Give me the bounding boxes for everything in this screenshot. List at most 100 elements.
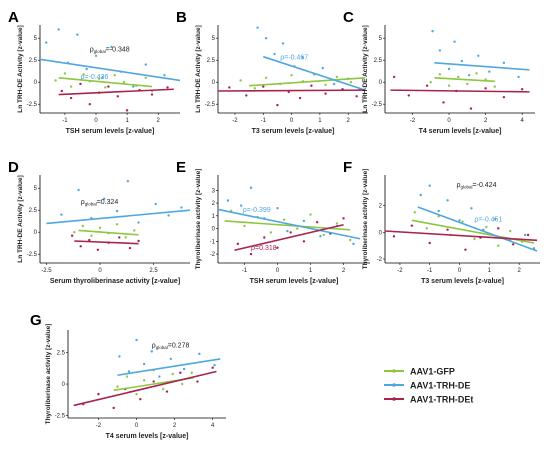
- x-tick-label: 2: [173, 423, 177, 429]
- rho-subscript: global: [156, 345, 168, 350]
- data-point: [133, 229, 136, 232]
- data-point: [57, 28, 60, 31]
- y-tick-label: -1: [210, 239, 216, 245]
- x-tick-label: -1: [427, 268, 433, 274]
- panel-letter: G: [30, 312, 42, 329]
- y-tick-label: 2: [212, 201, 216, 207]
- y-axis-label: Ln TRH-DE Activity [z-value]: [17, 25, 24, 113]
- panel-letter: C: [343, 9, 354, 26]
- data-point: [158, 375, 161, 378]
- data-point: [286, 229, 289, 233]
- x-axis-label: T3 serum levels [z-value]: [421, 278, 504, 285]
- data-point: [103, 197, 106, 200]
- data-point: [335, 75, 339, 79]
- data-point: [310, 84, 313, 87]
- y-tick-label: 3: [212, 188, 216, 194]
- legend-marker: [392, 369, 396, 373]
- data-point: [226, 199, 230, 202]
- y-axis-label: Thyroliberinase activity [z-value]: [362, 169, 369, 270]
- data-point: [115, 209, 119, 213]
- data-point: [520, 88, 524, 91]
- data-point: [135, 392, 138, 396]
- regression-line: [234, 223, 344, 252]
- chart-panel-f: F -2 -1 0 1 2 -2 0 2 T3 serum levels [z-value] Thy…: [343, 159, 540, 285]
- data-point: [150, 350, 153, 353]
- legend-label: AAV1-TRH-DE: [410, 381, 470, 391]
- data-point: [124, 236, 127, 239]
- chart-panel-g: G -2 0 2 4 -2.5 0 2.5 T4 serum levels [z-value] T…: [30, 312, 226, 440]
- data-point: [152, 380, 155, 383]
- data-point: [139, 397, 142, 401]
- data-point: [73, 231, 76, 234]
- y-tick-label: 2.5: [207, 58, 216, 64]
- regression-line: [46, 209, 191, 225]
- y-tick-label: -2.5: [55, 413, 66, 419]
- data-point: [79, 82, 82, 86]
- data-point: [81, 224, 85, 228]
- x-tick-label: -1: [242, 268, 248, 274]
- data-point: [502, 61, 506, 65]
- data-point: [447, 84, 451, 87]
- rho-annotation: ρ=0.318: [251, 245, 277, 252]
- data-point: [467, 73, 471, 77]
- data-point: [166, 86, 169, 89]
- data-point: [249, 252, 253, 256]
- y-tick-label: 2.5: [29, 208, 38, 214]
- x-tick-label: 0: [290, 118, 294, 124]
- rho-annotation: ρ=-0.451: [474, 217, 502, 224]
- y-axis-label: Ln TRH-DE Activity [z-value]: [195, 25, 202, 113]
- regression-line: [117, 358, 221, 377]
- data-point: [425, 84, 429, 87]
- data-point: [90, 234, 93, 237]
- data-point: [484, 87, 487, 90]
- chart-panel-e: E -1 0 1 2 -2 -1 0 1 2 3 TSH serum levels [z-value]…: [176, 159, 370, 285]
- regression-line: [58, 88, 174, 96]
- rho-annotation: ρ=-0.467: [280, 54, 308, 61]
- data-point: [161, 387, 165, 391]
- data-point: [94, 54, 98, 57]
- data-point: [249, 186, 253, 189]
- data-point: [497, 227, 500, 230]
- data-point: [273, 52, 276, 56]
- y-tick-label: 2.5: [29, 58, 38, 64]
- data-point: [428, 184, 431, 187]
- rho-subscript: global: [85, 202, 97, 207]
- y-tick-label: -2.5: [372, 102, 383, 108]
- data-point: [98, 226, 102, 229]
- data-point: [245, 94, 248, 97]
- rho-symbol: ρ: [90, 46, 94, 53]
- rho-subscript: global: [461, 185, 473, 190]
- x-axis-label: T3 serum levels [z-value]: [252, 128, 335, 135]
- legend-marker: [392, 397, 396, 401]
- data-point: [196, 380, 199, 383]
- data-point: [171, 372, 174, 376]
- data-point: [321, 66, 324, 70]
- data-point: [453, 40, 456, 43]
- data-point: [127, 370, 131, 373]
- x-tick-label: 1: [318, 118, 322, 124]
- regression-line: [73, 370, 217, 407]
- data-point: [116, 95, 119, 98]
- chart-panel-a: A -1 0 1 2 -2.5 0 2.5 5 TSH serum levels [z-value…: [8, 9, 181, 135]
- data-point: [142, 362, 146, 366]
- x-tick-label: 0: [135, 423, 139, 429]
- rho-value: =0.318: [255, 245, 277, 252]
- data-point: [104, 86, 107, 89]
- x-tick-label: 4: [211, 423, 215, 429]
- data-point: [315, 220, 319, 224]
- data-point: [355, 95, 358, 98]
- legend-marker: [392, 383, 396, 387]
- y-axis-label: Ln TRH-DE Activity [z-value]: [362, 25, 369, 113]
- data-point: [309, 213, 312, 216]
- y-tick-label: 0: [379, 80, 383, 86]
- data-point: [523, 233, 527, 237]
- rho-value: =0.324: [97, 199, 119, 206]
- rho-symbol: ρ: [251, 245, 255, 252]
- rho-symbol: ρ: [474, 217, 478, 224]
- data-point: [429, 81, 432, 84]
- rho-symbol: ρ: [152, 343, 156, 350]
- data-point: [243, 224, 246, 228]
- data-point: [438, 49, 442, 52]
- data-point: [85, 67, 88, 71]
- data-point: [469, 107, 473, 110]
